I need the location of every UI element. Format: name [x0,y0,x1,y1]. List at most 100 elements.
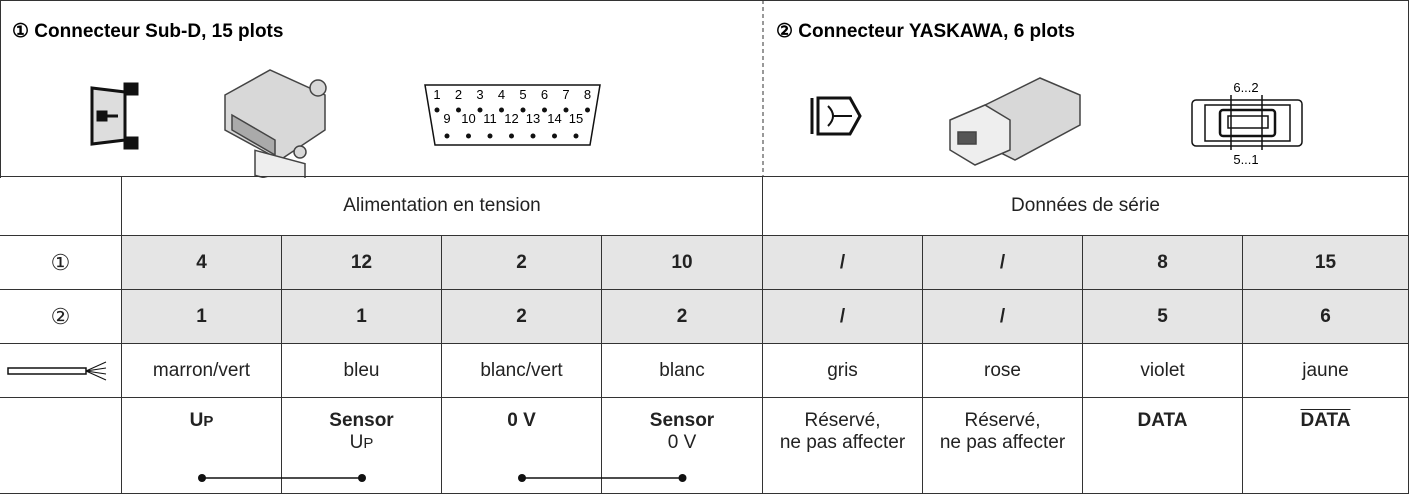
pin-cell: / [763,236,923,290]
pin-number: 6 [541,87,548,102]
pin-number: 12 [504,111,518,126]
header-area [0,0,1409,177]
pin-number: 10 [461,111,475,126]
pin-value: 10 [671,251,693,273]
pin-cell: 2 [442,236,602,290]
pin-cell: 2 [602,290,763,344]
frame [0,0,1409,178]
note-sub: P [363,435,374,452]
pin-cell: 2 [442,290,602,344]
signal-cell: DATA [1083,398,1243,494]
empty-cell [0,398,122,494]
subd-pinout [424,84,601,146]
color-cell: violet [1083,344,1243,398]
wire-color: blanc [659,359,705,381]
row-label-text: ② [50,303,71,329]
row-label: ① [0,236,122,290]
pin [466,133,471,139]
color-cell: gris [763,344,923,398]
wire-body [6,366,87,375]
group-label: Alimentation en tension [343,195,541,216]
wire-color: bleu [343,359,380,381]
wire-color: jaune [1302,359,1349,381]
header-art: 1 2 3 4 5 6 7 89 10 11 12 13 14 15 6...2 5...1 [0,0,1409,178]
group-header: Alimentation en tension [122,177,763,236]
pin-number: 9 [443,111,450,126]
note-text: 0 V [667,432,697,453]
signal-text: DATA [1137,410,1188,431]
group-header: Données de série [763,177,1409,236]
pin-value: / [999,251,1006,273]
signal-sub: P [203,413,214,430]
wire-strand [85,370,106,380]
wire-color: rose [984,359,1021,381]
pin-cell: 12 [282,236,442,290]
pin [573,133,579,139]
signal-line: Réservé, [964,410,1041,431]
signal-main: Sensor [650,410,714,432]
empty-cell [0,177,122,236]
signal-main: Sensor [329,410,393,432]
signal-text: DATA [1300,410,1351,431]
color-cell: blanc [602,344,763,398]
color-cell: jaune [1243,344,1409,398]
pin-cell: 8 [1083,236,1243,290]
pin-number: 1 [433,87,440,102]
signal-line: ne pas affecter [779,432,906,453]
signal-cell: DATA [1243,398,1409,494]
pin-number: 7 [562,87,569,102]
pin-number: 11 [483,111,497,126]
wire-color: gris [827,359,858,381]
wire-strand [85,370,106,374]
color-cell: blanc/vert [442,344,602,398]
pin-value: 2 [516,251,527,273]
pin [520,107,526,113]
signal-main: DATA [1138,410,1188,432]
signal-line: ne pas affecter [939,432,1066,453]
pin-number: 14 [547,111,561,126]
subd-symbol [90,82,139,150]
pin-value: 8 [1157,251,1168,273]
color-cell: rose [923,344,1083,398]
signal-main: DATA [1301,410,1351,432]
pin-value: 1 [356,305,367,327]
pin-cell: 10 [602,236,763,290]
pin-number: 8 [584,87,591,102]
signal-note: 0 V [668,432,697,454]
pin-value: 6 [1320,305,1331,327]
signal-text: Sensor [649,410,715,431]
subd-photo [224,69,327,178]
pin-label-top: 6...2 [1233,80,1258,95]
pin [530,133,536,139]
pin [552,133,557,139]
pin [456,107,461,113]
pin-value: 12 [350,251,373,273]
pin-cell: 6 [1243,290,1409,344]
pin-cell: 4 [122,236,282,290]
note-text: U [349,432,364,453]
pin-number: 13 [526,111,540,126]
wire-strand [85,367,106,371]
pin-cell: 15 [1243,236,1409,290]
pin-cell: / [923,290,1083,344]
signal-cell: Réservé, ne pas affecter [923,398,1083,494]
yaskawa-pinout [1191,95,1303,150]
pin-cell: 1 [282,290,442,344]
pin-number: 5 [519,87,526,102]
pin [477,107,483,113]
signal-line: Réservé, [804,410,881,431]
wire-icon-cell [0,344,122,398]
pin-number: 3 [476,87,483,102]
signal-main: 0 V [507,410,536,432]
pin [509,133,514,139]
signal-text: Sensor [329,410,394,431]
wire-icon [6,361,106,380]
signal-cell: Sensor UP [282,398,442,494]
pin-label-bottom: 5...1 [1233,152,1258,167]
pin-cell: / [923,236,1083,290]
pin-value: 1 [196,305,207,327]
signal-cell: Sensor 0 V [602,398,763,494]
pin-cell: 5 [1083,290,1243,344]
pin-number: 15 [569,111,583,126]
row-label: ② [0,290,122,344]
